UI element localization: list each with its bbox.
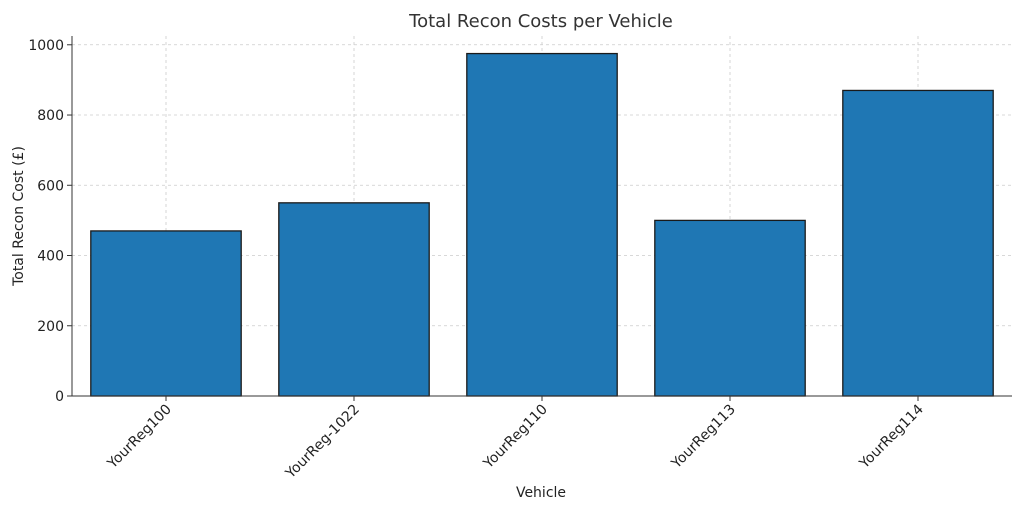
bar-yourreg100 bbox=[90, 230, 242, 397]
x-tick-label: YourReg113 bbox=[668, 402, 739, 473]
y-tick-label: 200 bbox=[37, 319, 64, 335]
x-axis-label: Vehicle bbox=[516, 485, 566, 501]
y-tick-label: 0 bbox=[55, 389, 64, 405]
bar-yourreg-1022 bbox=[278, 202, 430, 397]
y-ticks: 0 200 400 600 800 1000 bbox=[28, 38, 72, 405]
x-tick-label: YourReg100 bbox=[104, 402, 175, 473]
y-tick-label: 800 bbox=[37, 108, 64, 124]
y-tick-label: 1000 bbox=[28, 38, 64, 54]
x-tick-label: YourReg110 bbox=[480, 402, 551, 473]
x-ticks: YourReg100 YourReg-1022 YourReg110 YourReg1… bbox=[104, 396, 927, 482]
x-tick-label: YourReg114 bbox=[856, 401, 927, 472]
y-axis-label: Total Recon Cost (£) bbox=[11, 146, 27, 287]
x-tick-label: YourReg-1022 bbox=[282, 402, 363, 483]
y-tick-label: 600 bbox=[37, 178, 64, 194]
bar-yourreg110 bbox=[466, 52, 618, 397]
bar-yourreg113 bbox=[654, 219, 806, 397]
y-tick-label: 400 bbox=[37, 249, 64, 265]
chart-title: Total Recon Costs per Vehicle bbox=[408, 11, 673, 32]
bar-yourreg114 bbox=[842, 89, 994, 397]
bars bbox=[90, 52, 994, 397]
